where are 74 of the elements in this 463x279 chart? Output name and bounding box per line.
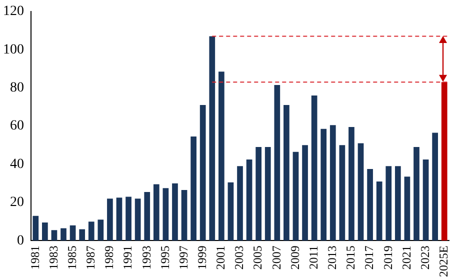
x-tick-label: 2013	[325, 246, 340, 270]
bar	[256, 147, 262, 241]
bar	[292, 152, 299, 241]
bar	[107, 198, 113, 241]
bar	[60, 228, 66, 241]
bar	[42, 222, 48, 241]
bar	[126, 196, 132, 241]
bar	[51, 230, 58, 241]
bar	[98, 220, 104, 241]
x-tick-label: 1997	[176, 246, 190, 270]
y-tick-label: 60	[10, 118, 24, 134]
y-tick-label: 100	[3, 42, 24, 58]
bar	[162, 188, 169, 241]
y-tick-label: 20	[10, 195, 24, 210]
x-tick-label: 2003	[232, 246, 246, 270]
bar	[134, 198, 141, 241]
x-tick-label: 2015	[344, 246, 358, 270]
x-tick-label: 2001	[214, 246, 228, 270]
bar	[88, 222, 94, 241]
y-tick-label: 80	[10, 80, 24, 96]
x-tick-label: 2025E	[436, 246, 451, 278]
bar	[432, 132, 438, 241]
bar	[144, 192, 150, 241]
bar	[32, 216, 39, 241]
bar	[386, 166, 392, 241]
bar	[284, 105, 290, 241]
y-tick-label: 120	[3, 4, 24, 20]
bar	[302, 145, 308, 241]
bar	[209, 36, 216, 241]
bar	[153, 184, 160, 241]
x-tick-label: 2009	[288, 246, 302, 270]
x-tick-label: 1981	[28, 246, 42, 270]
x-tick-label: 2017	[362, 246, 376, 270]
x-tick-label: 2023	[418, 246, 432, 270]
x-tick-label: 1995	[158, 246, 172, 270]
bar	[246, 159, 252, 241]
x-tick-label: 2007	[269, 246, 284, 270]
bar	[190, 136, 196, 241]
bar	[394, 166, 401, 241]
bar	[422, 159, 429, 241]
x-tick-label: 2019	[380, 246, 395, 270]
bar	[70, 225, 76, 241]
bar	[339, 145, 346, 241]
bar	[330, 125, 336, 241]
bar	[228, 182, 234, 241]
bar	[116, 198, 122, 241]
bar	[237, 166, 243, 241]
bar	[358, 143, 364, 241]
bar	[376, 181, 382, 241]
x-tick-label: 1983	[46, 246, 60, 270]
bar	[404, 176, 410, 241]
x-tick-label: 1987	[84, 246, 98, 270]
x-tick-label: 1985	[64, 246, 79, 270]
bar	[200, 105, 206, 241]
bar	[320, 128, 327, 241]
x-tick-label: 1999	[195, 246, 209, 270]
bar	[274, 84, 280, 241]
bar	[218, 72, 224, 241]
x-tick-label: 2011	[306, 246, 320, 270]
x-tick-label: 1993	[139, 246, 154, 270]
bar	[311, 95, 318, 241]
bar	[181, 190, 188, 241]
bar	[367, 169, 373, 241]
x-tick-label: 1989	[102, 246, 116, 270]
bar	[414, 147, 420, 241]
x-tick-label: 1991	[120, 246, 135, 270]
bar	[172, 183, 178, 241]
y-tick-label: 0	[17, 233, 24, 248]
x-tick-label: 2021	[399, 246, 414, 270]
bar	[348, 126, 354, 241]
y-tick-label: 40	[10, 156, 24, 172]
bar	[79, 229, 86, 241]
x-tick-label: 2005	[250, 246, 265, 270]
bar	[264, 147, 271, 241]
